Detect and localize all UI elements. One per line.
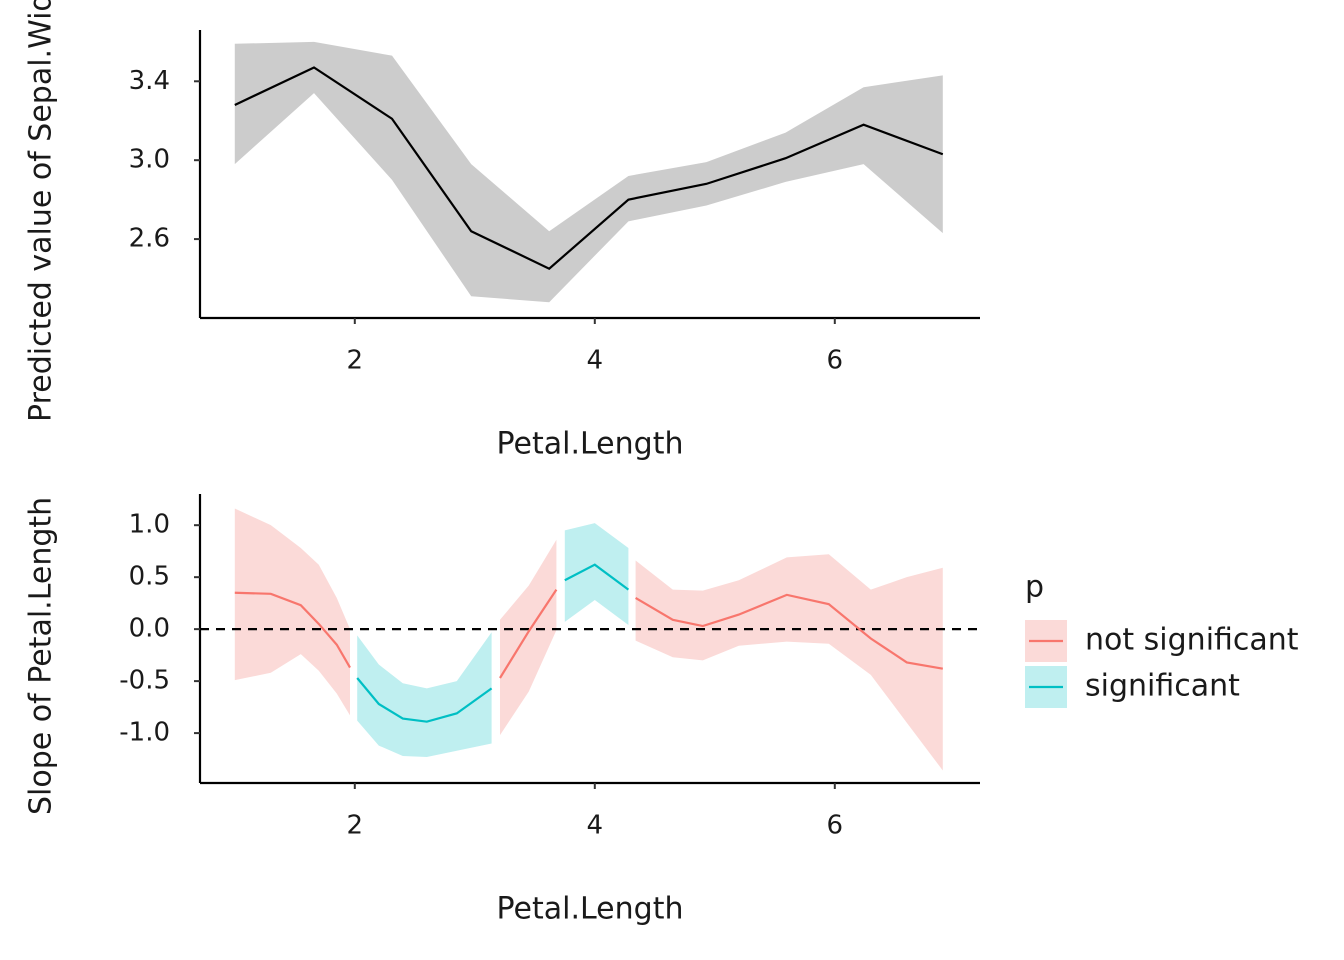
x-axis-title: Petal.Length (497, 427, 684, 462)
y-tick-label: 3.4 (129, 66, 170, 96)
confidence-band (357, 632, 492, 758)
line (356, 677, 493, 723)
y-axis-title: Slope of Petal.Length (24, 497, 59, 815)
line (499, 589, 558, 679)
y-axis-title: Predicted value of Sepal.Width (24, 0, 59, 422)
confidence-band (500, 539, 557, 736)
x-tick-label: 6 (827, 811, 844, 841)
line (234, 66, 944, 270)
y-tick-label: 3.0 (129, 145, 170, 175)
x-axis-title: Petal.Length (497, 892, 684, 927)
x-tick-label: 6 (827, 346, 844, 376)
y-tick-label: 1.0 (129, 510, 170, 540)
x-tick-label: 4 (587, 346, 604, 376)
x-tick-label: 2 (347, 346, 364, 376)
confidence-band (234, 41, 943, 303)
y-tick-label: 2.6 (129, 224, 170, 254)
confidence-band (234, 508, 350, 716)
line (635, 593, 943, 670)
y-tick-label: -0.5 (119, 666, 170, 696)
line (234, 591, 351, 669)
x-tick-label: 2 (347, 811, 364, 841)
x-tick-label: 4 (587, 811, 604, 841)
confidence-band (564, 523, 629, 625)
y-tick-label: 0.5 (129, 562, 170, 592)
legend-label: significant (1085, 669, 1240, 704)
line (564, 563, 630, 591)
legend-label: not significant (1085, 623, 1299, 658)
y-tick-label: 0.0 (129, 614, 170, 644)
confidence-band (635, 554, 943, 771)
y-tick-label: -1.0 (119, 718, 170, 748)
legend-title: p (1025, 570, 1044, 605)
